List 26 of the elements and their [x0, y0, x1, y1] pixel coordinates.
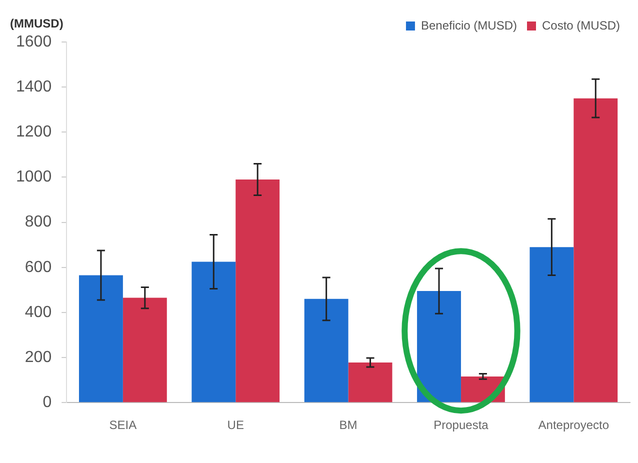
- bar: [78, 275, 123, 402]
- y-tick-label: 200: [24, 348, 52, 366]
- bar: [530, 247, 574, 402]
- y-tick-label: 1400: [16, 78, 52, 96]
- y-tick-label: 1200: [16, 124, 52, 141]
- y-tick-label: 0: [42, 394, 52, 412]
- x-tick-label: SEIA: [109, 418, 137, 432]
- y-axis-title: (MMUSD): [10, 16, 64, 30]
- y-tick-label: 600: [24, 258, 52, 276]
- bar: [574, 98, 618, 402]
- y-tick-label: 1600: [16, 33, 52, 50]
- legend-label: Costo (MUSD): [542, 18, 620, 32]
- x-tick-label: Propuesta: [434, 418, 489, 432]
- x-tick-label: UE: [227, 418, 244, 432]
- x-tick-label: Anteproyecto: [538, 418, 610, 432]
- bar: [236, 179, 280, 402]
- bar: [304, 298, 348, 402]
- y-tick-label: 800: [24, 214, 52, 231]
- bar: [417, 291, 461, 402]
- bar: [192, 262, 236, 402]
- x-tick-label: BM: [339, 418, 358, 432]
- bar: [348, 362, 392, 402]
- legend-label: Beneficio (MUSD): [420, 18, 517, 32]
- y-tick-label: 1000: [16, 168, 52, 186]
- y-tick-label: 400: [24, 304, 52, 321]
- bar: [122, 298, 167, 402]
